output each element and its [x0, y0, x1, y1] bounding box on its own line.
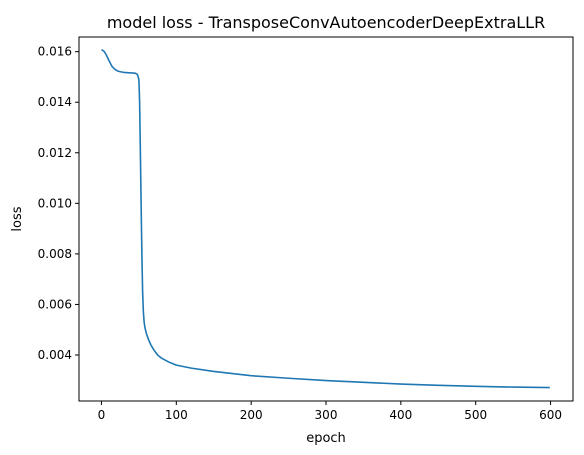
y-tick-label: 0.004: [38, 348, 72, 362]
x-tick-label: 600: [539, 408, 562, 422]
y-axis-ticks: 0.004 0.006 0.008 0.010 0.012 0.014 0.016: [38, 45, 79, 362]
x-tick-label: 300: [315, 408, 338, 422]
x-tick-label: 400: [389, 408, 412, 422]
x-axis-label: epoch: [306, 431, 346, 446]
y-tick-label: 0.016: [38, 45, 72, 59]
loss-series-line: [101, 48, 550, 389]
plot-area-frame: [78, 36, 574, 402]
y-tick-label: 0.008: [38, 247, 72, 261]
x-axis-ticks: 0 100 200 300 400 500 600: [98, 401, 562, 422]
chart-title: model loss - TransposeConvAutoencoderDee…: [107, 13, 545, 32]
y-tick-label: 0.010: [38, 196, 72, 210]
x-tick-label: 100: [165, 408, 188, 422]
y-tick-label: 0.006: [38, 297, 72, 311]
y-tick-label: 0.012: [38, 146, 72, 160]
x-tick-label: 0: [98, 408, 106, 422]
y-axis-label: loss: [10, 206, 25, 231]
x-tick-label: 200: [240, 408, 263, 422]
x-tick-label: 500: [464, 408, 487, 422]
y-tick-label: 0.014: [38, 95, 72, 109]
